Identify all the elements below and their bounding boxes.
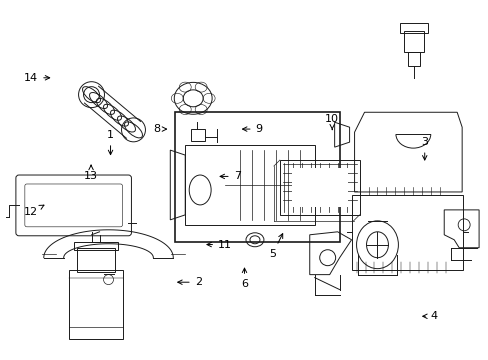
Bar <box>291 168 347 207</box>
Text: 3: 3 <box>420 138 427 160</box>
Text: 11: 11 <box>206 239 231 249</box>
Text: 2: 2 <box>177 277 202 287</box>
Bar <box>400 23 427 32</box>
Bar <box>404 31 424 53</box>
Text: 13: 13 <box>84 165 98 181</box>
Text: 5: 5 <box>269 234 282 258</box>
Text: 6: 6 <box>241 268 247 289</box>
Text: 9: 9 <box>242 124 262 134</box>
Bar <box>351 195 462 270</box>
Text: 1: 1 <box>107 130 114 154</box>
Bar <box>68 270 123 339</box>
Bar <box>407 53 420 67</box>
Bar <box>185 145 314 225</box>
Text: 10: 10 <box>325 114 339 130</box>
Text: 12: 12 <box>24 205 44 217</box>
Bar <box>175 112 339 242</box>
Text: 7: 7 <box>220 171 240 181</box>
Text: 8: 8 <box>153 124 166 134</box>
Bar <box>191 129 205 141</box>
Bar <box>74 242 118 250</box>
Text: 14: 14 <box>24 73 50 83</box>
Text: 4: 4 <box>422 311 437 321</box>
Bar <box>77 248 115 272</box>
Bar <box>279 160 359 215</box>
